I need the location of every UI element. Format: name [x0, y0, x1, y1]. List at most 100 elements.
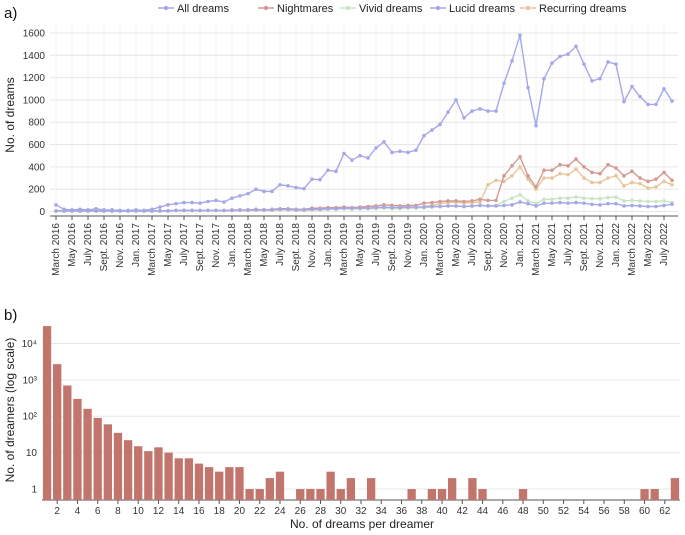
data-point — [598, 76, 602, 81]
data-point — [286, 207, 290, 212]
x-tick-label: 8 — [115, 506, 121, 517]
data-point — [310, 207, 314, 212]
data-point — [614, 166, 618, 170]
data-point — [334, 206, 338, 211]
data-point — [566, 172, 570, 177]
data-point — [382, 205, 386, 209]
panel-b-x-ticks: 2 4 6 8 10 12 14 16 18 20 22 24 26 28 30 32 34 36 38 40 42 44… — [54, 500, 671, 517]
data-point — [574, 200, 578, 205]
data-point — [550, 61, 554, 65]
x-tick-label: July 2019 — [371, 223, 382, 266]
data-point — [62, 207, 66, 212]
data-point — [374, 205, 378, 210]
y-tick-label: 10² — [23, 412, 38, 423]
x-tick-label: 36 — [396, 506, 408, 517]
bar — [164, 452, 173, 500]
bar — [478, 489, 487, 500]
x-tick-label: 60 — [639, 506, 651, 517]
x-tick-label: Sept. 2016 — [99, 223, 110, 272]
y-tick-label: 10 — [26, 448, 38, 459]
data-point — [558, 196, 562, 200]
data-point — [582, 201, 586, 205]
x-tick-label: 16 — [193, 506, 205, 517]
bar — [316, 489, 325, 500]
y-tick-label: 10⁴ — [22, 339, 37, 350]
data-point — [630, 84, 634, 89]
data-point — [638, 94, 642, 99]
bar — [650, 489, 659, 500]
data-point — [390, 150, 394, 155]
x-tick-label: Nov. 2019 — [403, 223, 414, 268]
data-point — [670, 178, 674, 183]
data-point — [398, 205, 402, 210]
bar — [154, 447, 163, 500]
x-tick-label: March 2020 — [435, 223, 446, 276]
data-point — [342, 206, 346, 210]
data-point — [318, 207, 322, 212]
data-point — [366, 156, 370, 160]
x-tick-label: 24 — [274, 506, 286, 517]
legend-item: Nightmares — [258, 3, 334, 15]
data-point — [270, 189, 274, 194]
data-point — [366, 206, 370, 210]
panel-b-label: b) — [4, 307, 17, 324]
panel-b-y-axis-title: No. of dreamers (log scale) — [3, 338, 17, 483]
data-point — [518, 200, 522, 204]
data-point — [78, 207, 82, 212]
bar — [103, 424, 112, 500]
data-point — [302, 208, 306, 212]
data-point — [598, 171, 602, 176]
x-tick-label: 6 — [95, 506, 101, 517]
x-tick-label: Jan. 2020 — [419, 223, 430, 267]
data-point — [174, 201, 178, 206]
data-point — [326, 168, 330, 173]
data-point — [382, 139, 386, 144]
x-tick-label: March 2019 — [339, 223, 350, 276]
data-point — [486, 204, 490, 208]
x-tick-label: Jan. 2019 — [323, 223, 334, 267]
panel-b-y-ticks: 1 10 10² 10³ 10⁴ — [22, 339, 38, 496]
data-point — [510, 59, 514, 63]
data-point — [446, 199, 450, 203]
data-point — [606, 201, 610, 206]
data-point — [270, 208, 274, 212]
series-nightmares — [54, 155, 674, 213]
x-tick-label: 30 — [335, 506, 347, 517]
data-point — [518, 33, 522, 37]
data-point — [358, 206, 362, 210]
bar — [235, 467, 244, 500]
y-tick-label: 1600 — [23, 28, 46, 39]
data-point — [558, 200, 562, 205]
data-point — [406, 205, 410, 209]
data-point — [286, 184, 290, 188]
y-tick-label: 1400 — [23, 51, 46, 62]
x-tick-label: Nov. 2016 — [115, 223, 126, 268]
panel-a-gridlines — [50, 24, 678, 217]
data-point — [102, 208, 106, 212]
data-point — [54, 203, 58, 207]
bar — [326, 471, 335, 500]
legend-label: Vivid dreams — [359, 3, 423, 15]
data-point — [574, 44, 578, 49]
x-tick-label: March 2021 — [531, 223, 542, 276]
x-tick-label: March 2017 — [147, 223, 158, 276]
data-point — [262, 189, 266, 194]
data-point — [518, 155, 522, 159]
data-point — [406, 150, 410, 155]
bar — [346, 478, 356, 500]
y-tick-label: 400 — [28, 162, 45, 173]
x-tick-label: May 2019 — [355, 223, 366, 267]
bar — [113, 432, 123, 500]
data-point — [430, 128, 434, 132]
x-tick-label: March 2018 — [243, 223, 254, 276]
bar — [134, 446, 143, 500]
data-point — [598, 180, 602, 185]
data-point — [494, 204, 498, 208]
data-point — [118, 208, 122, 213]
bar — [366, 478, 376, 500]
data-point — [566, 163, 570, 168]
data-point — [214, 198, 218, 203]
data-point — [630, 169, 634, 174]
legend-item: Lucid dreams — [430, 3, 516, 15]
